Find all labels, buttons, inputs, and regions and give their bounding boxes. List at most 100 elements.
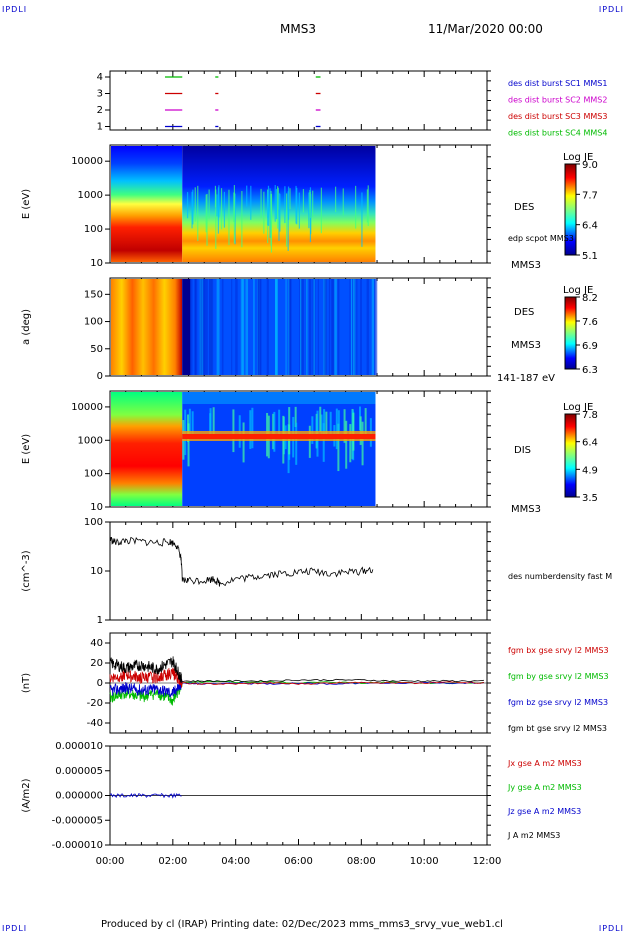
pitch-streak [285, 279, 287, 375]
y-tick-label: 0 [97, 678, 103, 689]
dis-streak [249, 410, 252, 449]
pitch-streak [253, 279, 255, 375]
y-tick-label: 100 [84, 317, 103, 328]
series-label: Jy gse A m2 MMS3 [507, 783, 582, 792]
spectro-streak [233, 185, 235, 244]
y-tick-label: 10 [90, 258, 103, 269]
dis-streak [294, 406, 297, 428]
spectro-streak [263, 191, 265, 234]
spectro-streak [342, 188, 344, 216]
dis-streak [322, 423, 325, 462]
pitch-streak [203, 279, 206, 375]
spectro-streak [269, 188, 271, 238]
colorbar-tick-label: 6.9 [582, 341, 598, 352]
spectro-streak [246, 185, 248, 207]
spectro-streak [284, 186, 286, 224]
series-label: DES [514, 202, 534, 213]
pitch-streak [231, 279, 233, 375]
pitch-streak [309, 279, 312, 375]
spectro-streak [250, 185, 252, 220]
y-tick-label: 10 [90, 502, 103, 513]
x-tick-label: 06:00 [284, 856, 313, 867]
y-tick-label: 0.000010 [55, 741, 103, 752]
dis-streak [242, 422, 245, 463]
spectro-streak [310, 194, 312, 235]
y-tick-label: 2 [97, 105, 103, 116]
spectro-streak [298, 192, 300, 229]
colorbar-tick-label: 7.6 [582, 317, 598, 328]
corner-logo-tl: IPDLI [2, 5, 28, 14]
dis-streak [278, 409, 281, 440]
dis-streak [337, 423, 340, 472]
dis-streak [288, 407, 291, 455]
y-tick-label: 10000 [71, 402, 103, 413]
y-tick-label: 3 [97, 89, 103, 100]
pitch-streak [221, 279, 224, 375]
dis-top [182, 392, 376, 404]
pitch-streak [352, 279, 355, 375]
pitch-streak [374, 279, 378, 375]
pitch-post [182, 279, 376, 375]
dis-streak [343, 409, 346, 443]
spectro-streak [275, 189, 278, 220]
y-tick-label: 100 [84, 224, 103, 235]
series-label: fgm by gse srvy l2 MMS3 [508, 672, 609, 681]
y-tick-label: 100 [84, 469, 103, 480]
y-tick-label: 40 [90, 638, 103, 649]
density-line [109, 536, 374, 587]
y-tick-label: 10 [90, 566, 103, 577]
spectro-streak [194, 187, 196, 222]
dis-streak [345, 420, 348, 469]
spectro-streak [228, 189, 230, 246]
y-tick-label: 10000 [71, 156, 103, 167]
spectro-streak [308, 192, 310, 229]
y-axis-label: (A/m2) [21, 778, 32, 812]
dis-streak [329, 411, 332, 439]
dis-streak [325, 411, 328, 438]
dis-streak [349, 424, 352, 463]
x-tick-label: 02:00 [158, 856, 187, 867]
pitch-streak [360, 279, 362, 375]
spectro-streak [192, 189, 194, 225]
y-tick-label: -40 [87, 718, 103, 729]
series-label: fgm bt gse srvy l2 MMS3 [508, 724, 607, 733]
pitch-streak [350, 279, 353, 375]
y-axis-label: E (eV) [21, 434, 32, 464]
colorbar-tick-label: 6.4 [582, 221, 598, 232]
spectro-streak [214, 185, 217, 208]
spectro-streak [186, 192, 189, 219]
current-line [109, 792, 182, 799]
bfield-line [109, 656, 484, 683]
y-tick-label: -0.000010 [52, 840, 103, 851]
spectro-streak [260, 188, 262, 218]
dis-streak [188, 408, 191, 437]
series-label: des dist burst SC1 MMS1 [508, 79, 607, 88]
corner-logo-bl: IPDLI [2, 924, 28, 933]
y-axis-label: (cm^-3) [21, 550, 32, 591]
y-tick-label: 0.000005 [55, 766, 103, 777]
spectro-streak [274, 185, 276, 222]
dis-band [182, 434, 376, 439]
corner-logo-tr: IPDLI [598, 5, 624, 14]
dis-streak [191, 411, 194, 439]
spectro-streak [208, 189, 210, 219]
spectro-streak [277, 187, 279, 210]
series-label: Jx gse A m2 MMS3 [507, 759, 582, 768]
bfield-line [109, 678, 485, 699]
pitch-streak [242, 279, 245, 375]
pitch-streak [349, 279, 351, 375]
colorbar-title: Log JE [563, 152, 593, 163]
y-tick-label: 1 [97, 122, 103, 133]
y-tick-label: 50 [90, 344, 103, 355]
dis-streak [251, 407, 254, 449]
spectro-streak [361, 192, 363, 247]
pitch-streak [216, 279, 220, 375]
spectro-streak [197, 185, 199, 242]
y-tick-label: 20 [90, 658, 103, 669]
footer-credit: Produced by cl (IRAP) Printing date: 02/… [101, 919, 503, 930]
colorbar-tick-label: 4.9 [582, 465, 598, 476]
pitch-streak [301, 279, 304, 375]
colorbar-tick-label: 6.3 [582, 365, 598, 376]
spectro-streak [205, 194, 207, 233]
y-tick-label: 150 [84, 289, 103, 300]
